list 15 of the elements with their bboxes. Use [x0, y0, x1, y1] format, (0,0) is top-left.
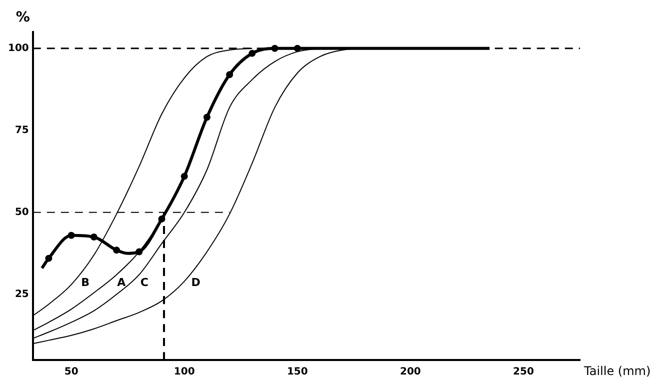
- y-tick-label: 75: [14, 124, 29, 136]
- x-axis-title: Taille (mm): [583, 364, 650, 378]
- x-tick-label: 150: [286, 366, 308, 378]
- series-label: B: [81, 276, 90, 289]
- series-label: A: [117, 276, 126, 289]
- x-tick-label: 250: [513, 366, 534, 378]
- x-tick-label: 200: [400, 366, 421, 378]
- y-tick-label: 25: [14, 288, 29, 300]
- series-label: D: [191, 276, 200, 289]
- y-tick-label: 100: [8, 42, 29, 54]
- y-axis-title: %: [16, 10, 30, 26]
- x-tick-label: 50: [64, 366, 78, 378]
- x-tick-label: 100: [174, 366, 195, 378]
- y-tick-label: 50: [14, 206, 29, 218]
- series-label: C: [140, 276, 148, 289]
